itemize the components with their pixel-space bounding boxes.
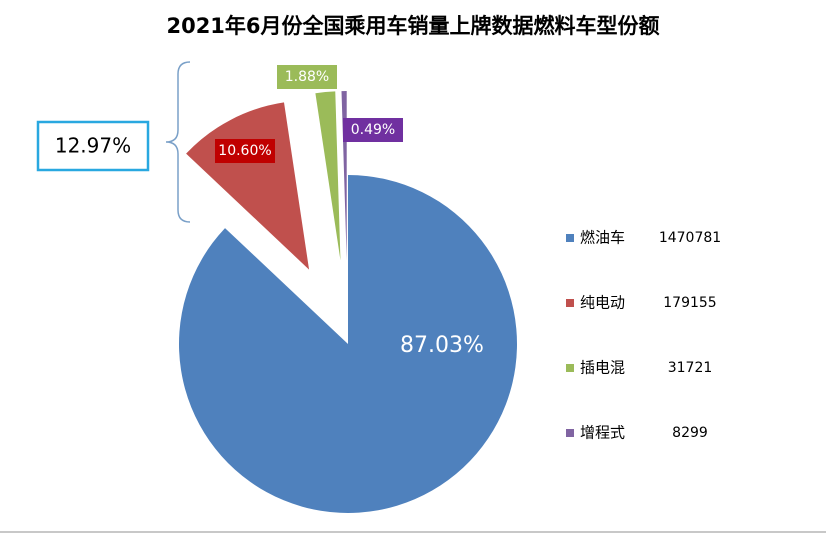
legend: 燃油车 1470781 纯电动 179155 插电混 31721 增程式 8299 — [566, 229, 721, 442]
legend-label: 纯电动 — [580, 294, 625, 312]
label-box — [343, 118, 403, 142]
pie: 87.03% 10.60% 1.88% 0.49% — [178, 65, 517, 513]
legend-count: 31721 — [668, 360, 713, 376]
annotation: 12.97% — [55, 134, 131, 158]
pie-slice — [178, 175, 517, 513]
legend-count: 179155 — [663, 295, 716, 311]
value-label: 1.88% — [285, 69, 329, 85]
chart-title: 2021年6月份全国乘用车销量上牌数据燃料车型份额 — [166, 14, 659, 38]
legend-swatch — [566, 234, 574, 242]
legend-label: 燃油车 — [580, 229, 625, 247]
pie-slice — [315, 91, 341, 261]
label-box — [215, 139, 275, 163]
legend-swatch — [566, 429, 574, 437]
legend-count: 8299 — [672, 425, 708, 441]
legend-swatch — [566, 364, 574, 372]
annotation-box — [36, 120, 150, 172]
value-label: 0.49% — [351, 122, 395, 138]
value-label: 10.60% — [218, 143, 271, 159]
label-box — [277, 65, 337, 89]
legend-label: 插电混 — [580, 359, 625, 377]
value-label: 87.03% — [400, 333, 484, 358]
legend-label: 增程式 — [580, 424, 625, 442]
legend-swatch — [566, 299, 574, 307]
legend-count: 1470781 — [659, 230, 721, 246]
brace — [165, 61, 191, 223]
